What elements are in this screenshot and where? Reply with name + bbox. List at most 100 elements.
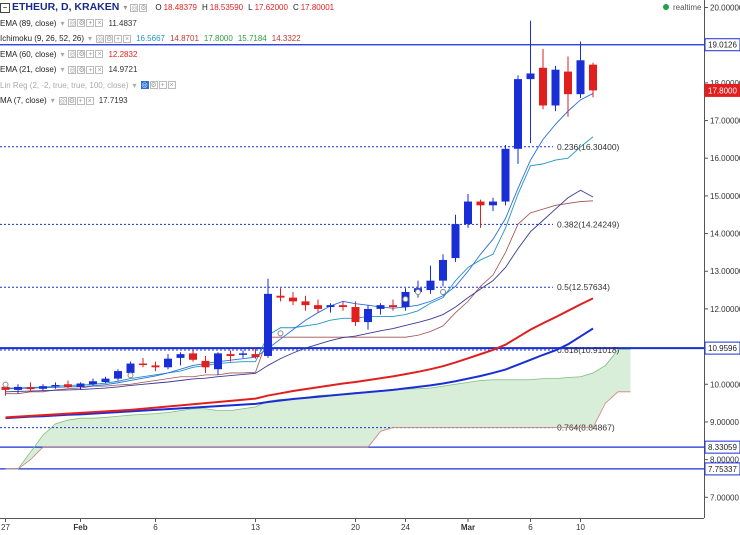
indicator-controls[interactable]: ◎ ⚙ + ×	[68, 50, 104, 59]
candle-down	[251, 354, 260, 358]
candle-up	[376, 305, 385, 309]
fib-level-label: 0.618(10.91018)	[557, 345, 620, 355]
time-tick-label: 20	[351, 523, 360, 532]
candle-down	[301, 301, 310, 306]
indicator-row[interactable]: Ichimoku (9, 26, 52, 26) ▾ ◎ ⚙ + × 16.5667 14.8…	[0, 31, 339, 47]
price-label-box	[704, 341, 740, 355]
price-tick-label: 12.00000	[710, 305, 740, 314]
ma-cross-marker	[277, 330, 284, 337]
fib-level-label: 0.236(16.30400)	[557, 142, 620, 152]
indicator-list: EMA (89, close) ▾ ◎ ⚙ + × 11.4837 Ichimoku (9, …	[0, 16, 339, 109]
indicator-name[interactable]: EMA (21, close)	[0, 65, 57, 74]
candle-down	[539, 67, 547, 106]
indicator-controls[interactable]: ◎ ⚙ + ×	[58, 96, 94, 105]
ma7-line	[5, 93, 594, 390]
indicator-value: 14.3322	[271, 34, 301, 43]
chevron-down-icon[interactable]: ▾	[88, 34, 93, 43]
ma-cross-marker	[440, 288, 446, 295]
candle-up	[214, 353, 222, 370]
price-label-box	[704, 83, 740, 97]
chevron-down-icon[interactable]: ▾	[60, 65, 65, 74]
minus-box-icon[interactable]: −	[0, 2, 10, 13]
indicator-name[interactable]: Ichimoku (9, 26, 52, 26)	[0, 34, 85, 43]
candle-down	[226, 354, 235, 357]
price-tick-label: 14.00000	[710, 230, 740, 239]
ohlc-label: L	[248, 3, 253, 12]
ma-cross-marker	[2, 381, 9, 388]
time-axis: 27 Feb 6 13 20 24 Mar 6 10	[0, 518, 704, 532]
ema89-line	[5, 327, 594, 420]
price-tick-label: 16.00000	[710, 154, 740, 163]
ohlc-values: O 18.48379 H 18.53590 L 17.62000 C 17.80001	[155, 0, 339, 16]
time-tick-label: 13	[251, 523, 260, 532]
indicator-row[interactable]: EMA (89, close) ▾ ◎ ⚙ + × 11.4837	[0, 16, 339, 32]
candle-up	[364, 308, 372, 323]
candle-up	[176, 354, 185, 358]
indicator-controls[interactable]: ◎ ⚙ + ×	[68, 65, 104, 74]
candle-down	[64, 384, 72, 387]
candle-up	[501, 148, 510, 202]
candle-down	[26, 387, 35, 390]
chevron-down-icon[interactable]: ▾	[132, 80, 137, 90]
candle-up	[514, 79, 522, 149]
indicator-name[interactable]: EMA (60, close)	[0, 49, 57, 59]
indicator-row[interactable]: MA (7, close) ▾ ◎ ⚙ + × 17.7193	[0, 93, 339, 109]
chevron-down-icon[interactable]: ▾	[60, 49, 65, 59]
candle-up	[126, 363, 135, 373]
candle-up	[526, 73, 535, 80]
realtime-status: realtime	[663, 3, 701, 12]
candle-up	[51, 385, 60, 387]
indicator-controls[interactable]: ◎ ⚙ + ×	[68, 19, 104, 28]
indicator-controls[interactable]: ◎ ⚙ + ×	[140, 81, 176, 90]
ma-cross-marker	[127, 372, 134, 379]
legend-controls[interactable]: ◎ ⚙	[130, 3, 148, 12]
ohlc-value: 17.62000	[254, 3, 288, 12]
price-labels: 19.0126 17.8000 10.9596 8.33059 7.75337	[704, 38, 740, 476]
indicator-value: 17.8000	[203, 34, 233, 43]
indicator-row[interactable]: EMA (21, close) ▾ ◎ ⚙ + × 14.9721	[0, 62, 339, 78]
price-tick-label: 15.00000	[710, 192, 740, 201]
time-tick-label: 10	[576, 523, 585, 532]
candle-down	[351, 307, 360, 323]
legend: − ETHEUR, D, KRAKEN ▾ ◎ ⚙ O 18.48379 H 18.53…	[0, 0, 339, 109]
chevron-down-icon[interactable]: ▾	[50, 96, 55, 105]
indicator-name[interactable]: Lin Reg (2, -2, true, true, 100, close)	[0, 80, 129, 90]
price-label-box	[704, 462, 740, 476]
price-label-box	[704, 38, 740, 52]
indicator-row[interactable]: EMA (60, close) ▾ ◎ ⚙ + × 12.2832	[0, 47, 339, 63]
price-tick-label: 13.00000	[710, 267, 740, 276]
chevron-down-icon[interactable]: ▾	[60, 18, 65, 28]
indicator-row[interactable]: Lin Reg (2, -2, true, true, 100, close) ▾…	[0, 78, 339, 94]
candle-down	[276, 295, 285, 298]
candle-down	[189, 353, 197, 360]
indicator-value: 17.7193	[98, 96, 128, 105]
candle-up	[239, 353, 247, 355]
candle-down	[314, 305, 322, 309]
spanA-line	[5, 349, 631, 470]
indicator-value: 14.8701	[169, 34, 199, 43]
chevron-down-icon[interactable]: ▾	[123, 3, 128, 12]
symbol-title[interactable]: ETHEUR, D, KRAKEN	[12, 1, 120, 13]
candles	[1, 20, 597, 396]
indicator-value: 11.4837	[108, 18, 137, 28]
candle-down	[564, 71, 572, 95]
time-tick-label: Mar	[461, 523, 475, 532]
indicator-value: 14.9721	[108, 65, 138, 74]
ohlc-label: C	[292, 3, 299, 12]
candle-down	[289, 297, 297, 302]
ma-markers	[2, 288, 446, 388]
indicator-name[interactable]: EMA (89, close)	[0, 18, 57, 28]
price-tick-label: 8.00000	[710, 456, 739, 465]
ma-cross-marker	[402, 296, 409, 303]
candle-up	[439, 259, 447, 281]
indicator-controls[interactable]: ◎ ⚙ + ×	[96, 34, 132, 43]
indicator-name[interactable]: MA (7, close)	[0, 96, 47, 105]
candle-up	[464, 201, 472, 225]
time-tick-label: 24	[401, 523, 410, 532]
ohlc-label: O	[155, 3, 162, 12]
time-tick-label: 6	[153, 523, 158, 532]
price-tick-label: 20.00000	[710, 4, 740, 13]
candle-up	[576, 60, 585, 95]
candle-down	[1, 386, 10, 390]
